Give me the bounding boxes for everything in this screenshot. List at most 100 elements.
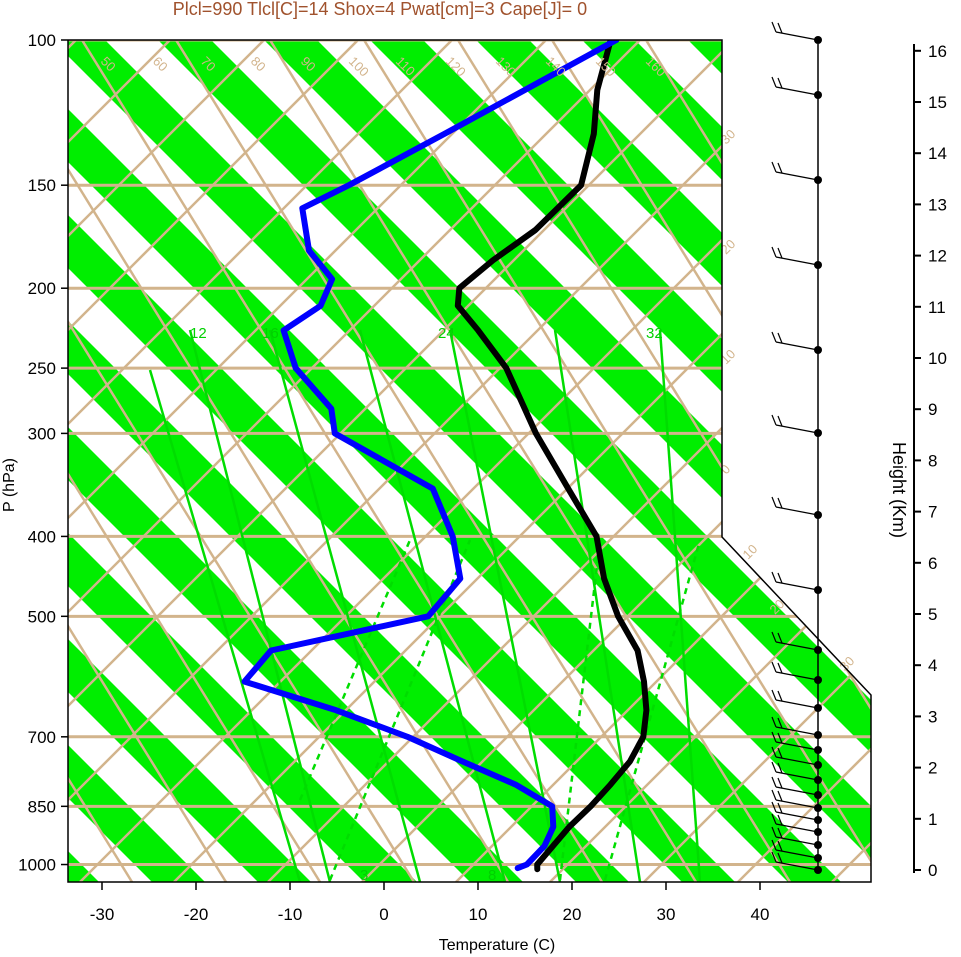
pressure-tick-label: 100: [28, 31, 56, 50]
height-tick-label: 8: [928, 451, 937, 470]
height-tick-label: 12: [928, 247, 947, 266]
mixing-ratio-line: [448, 329, 562, 882]
wind-barb-flag: [777, 814, 783, 826]
plot-frame: [67, 39, 872, 883]
wind-barb-flag: [777, 747, 783, 759]
mixing-ratio-line: [358, 329, 507, 882]
adiabat-band: [68, 40, 871, 882]
pressure-tick-label: 150: [28, 176, 56, 195]
wind-barb-flag: [771, 716, 777, 728]
temperature-tick-label: -30: [90, 905, 115, 924]
wind-barb-flag: [771, 789, 777, 801]
wind-barb-flag: [771, 246, 777, 258]
mixing-ratio-dashed-line: [558, 539, 602, 881]
isotherm-line: [68, 40, 229, 882]
wind-barb-flag: [777, 802, 783, 814]
mixing-ratio-line: [148, 369, 302, 882]
height-tick-label: 10: [928, 349, 947, 368]
sounding-series: [241, 40, 650, 873]
wind-barb: [775, 726, 819, 736]
wind-barb-flag: [777, 717, 783, 729]
mixing-ratio-label: 24: [438, 325, 455, 342]
mixing-ratio-label: 12: [190, 325, 207, 342]
height-tick-label: 14: [928, 144, 947, 163]
wind-barb-flag: [771, 571, 777, 583]
isotherm-line: [173, 40, 871, 882]
temperature-line: [454, 40, 650, 873]
mixing-ratio-label: 3: [360, 867, 368, 884]
dry-adiabat-line: [68, 40, 228, 882]
adiabat-band: [860, 40, 871, 882]
adiabat-band: [68, 40, 417, 882]
wind-barb-flag: [777, 497, 783, 509]
pressure-tick-label: 500: [28, 607, 56, 626]
height-tick-label: 6: [928, 554, 937, 573]
wind-barb-flag: [777, 162, 783, 174]
wind-barb-flag: [771, 661, 777, 673]
wind-barb-flag: [777, 662, 783, 674]
adiabat-band: [68, 40, 841, 882]
isotherm-line: [68, 40, 793, 882]
wind-barb-flag: [771, 631, 777, 643]
pressure-tick-label: 850: [28, 797, 56, 816]
mixing-ratio-line: [268, 329, 422, 882]
mixing-ratio-line: [658, 329, 702, 882]
wind-barb-flag: [771, 761, 777, 773]
wind-barb: [775, 171, 819, 181]
wind-barb-flag: [771, 76, 777, 88]
height-tick-label: 5: [928, 605, 937, 624]
height-tick-label: 11: [928, 298, 946, 317]
dry-adiabat-line: [80, 40, 604, 882]
height-tick-label: 1: [928, 810, 937, 829]
height-tick-label: 3: [928, 707, 937, 726]
wind-barb-flag: [777, 572, 783, 584]
wind-barb-flag: [777, 762, 783, 774]
isotherm-line: [68, 40, 323, 882]
wind-barb: [775, 861, 819, 871]
wind-barb: [775, 581, 819, 591]
isotherm-line: [68, 40, 417, 882]
adiabat-band: [68, 40, 629, 882]
wind-barb-flag: [771, 839, 777, 851]
mixing-ratio-lines: [148, 329, 702, 882]
dry-adiabat-line: [268, 40, 792, 882]
wind-barb: [775, 256, 819, 266]
wind-barb: [775, 811, 819, 821]
pressure-tick-label: 250: [28, 359, 56, 378]
mixing-ratio-label: 16: [262, 325, 279, 342]
height-tick-label: 2: [928, 759, 937, 778]
wind-barb-flag: [771, 813, 777, 825]
dry-adiabat-line: [68, 40, 322, 882]
wind-barb-flag: [771, 731, 777, 743]
wind-barb-flag: [771, 776, 777, 788]
wind-barb-flag: [777, 690, 783, 702]
isotherm-line: [267, 40, 871, 882]
wind-barb-flag: [771, 496, 777, 508]
wind-barb-flag: [777, 77, 783, 89]
wind-barb-flag: [771, 331, 777, 343]
pressure-tick-label: 1000: [18, 856, 56, 875]
wind-barb: [775, 799, 819, 809]
wind-barb-flag: [771, 851, 777, 863]
wind-barb: [775, 341, 819, 351]
pressure-tick-label: 700: [28, 728, 56, 747]
wind-barb-flag: [777, 632, 783, 644]
temperature-tick-label: -20: [184, 905, 209, 924]
wind-barb: [775, 31, 819, 41]
wind-barb: [775, 756, 819, 766]
isotherm-line: [926, 0, 961, 882]
wind-barb: [775, 86, 819, 96]
mixing-ratio-label: 8: [488, 867, 496, 884]
adiabat-band: [68, 40, 871, 882]
dry-adiabat-line: [68, 40, 510, 882]
dry-adiabat-line: [362, 40, 871, 882]
height-tick-label: 7: [928, 503, 937, 522]
temperature-tick-label: 10: [469, 905, 488, 924]
height-tick-label: 16: [928, 42, 947, 61]
height-tick-label: 15: [928, 93, 947, 112]
wind-barb-flag: [777, 840, 783, 852]
wind-barb-flag: [771, 801, 777, 813]
wind-barb: [775, 849, 819, 859]
chart-title: Plcl=990 Tlcl[C]=14 Shox=4 Pwat[cm]=3 Ca…: [173, 0, 587, 19]
